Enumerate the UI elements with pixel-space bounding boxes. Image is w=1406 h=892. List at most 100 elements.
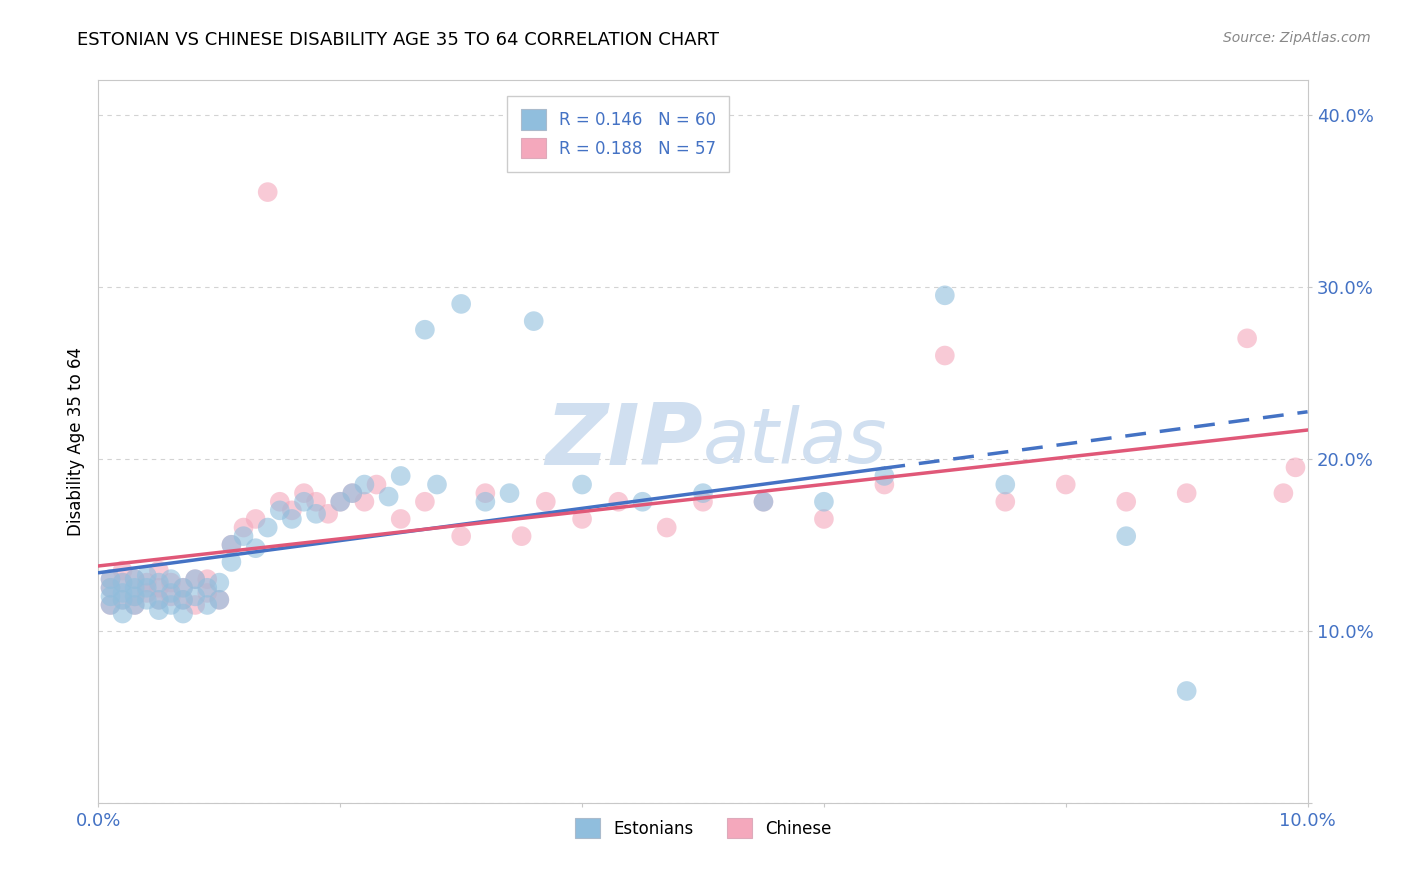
Point bbox=[124, 581, 146, 595]
Point bbox=[510, 529, 533, 543]
Point bbox=[934, 349, 956, 363]
Point bbox=[195, 581, 218, 595]
Point bbox=[292, 486, 315, 500]
Point bbox=[172, 607, 194, 621]
Point bbox=[1284, 460, 1306, 475]
Point bbox=[474, 494, 496, 508]
Point bbox=[474, 486, 496, 500]
Point bbox=[135, 586, 157, 600]
Point bbox=[208, 575, 231, 590]
Point bbox=[245, 541, 267, 556]
Point bbox=[232, 529, 254, 543]
Point bbox=[245, 512, 267, 526]
Point bbox=[1175, 684, 1198, 698]
Point bbox=[1272, 486, 1295, 500]
Point bbox=[813, 494, 835, 508]
Point bbox=[148, 564, 170, 578]
Point bbox=[195, 572, 218, 586]
Point bbox=[813, 512, 835, 526]
Point bbox=[353, 494, 375, 508]
Point bbox=[148, 575, 170, 590]
Point bbox=[342, 486, 364, 500]
Point bbox=[631, 494, 654, 508]
Text: ZIP: ZIP bbox=[546, 400, 703, 483]
Point bbox=[523, 314, 546, 328]
Point bbox=[195, 586, 218, 600]
Point bbox=[111, 564, 134, 578]
Point bbox=[184, 598, 207, 612]
Text: Source: ZipAtlas.com: Source: ZipAtlas.com bbox=[1223, 31, 1371, 45]
Y-axis label: Disability Age 35 to 64: Disability Age 35 to 64 bbox=[66, 347, 84, 536]
Point bbox=[160, 575, 183, 590]
Point bbox=[221, 555, 243, 569]
Point bbox=[100, 590, 122, 604]
Point bbox=[172, 581, 194, 595]
Point bbox=[221, 538, 243, 552]
Legend: Estonians, Chinese: Estonians, Chinese bbox=[568, 812, 838, 845]
Point bbox=[873, 477, 896, 491]
Point bbox=[100, 572, 122, 586]
Point bbox=[292, 494, 315, 508]
Text: atlas: atlas bbox=[703, 405, 887, 478]
Point bbox=[124, 590, 146, 604]
Point bbox=[221, 538, 243, 552]
Point bbox=[160, 572, 183, 586]
Point bbox=[172, 592, 194, 607]
Point bbox=[208, 592, 231, 607]
Point bbox=[994, 494, 1017, 508]
Point bbox=[450, 529, 472, 543]
Point bbox=[752, 494, 775, 508]
Point bbox=[534, 494, 557, 508]
Point bbox=[1115, 529, 1137, 543]
Point bbox=[413, 323, 436, 337]
Point bbox=[100, 572, 122, 586]
Point bbox=[269, 503, 291, 517]
Point bbox=[124, 572, 146, 586]
Point bbox=[413, 494, 436, 508]
Point bbox=[281, 512, 304, 526]
Point bbox=[1115, 494, 1137, 508]
Point bbox=[184, 590, 207, 604]
Point bbox=[111, 575, 134, 590]
Point bbox=[1175, 486, 1198, 500]
Point bbox=[256, 520, 278, 534]
Point bbox=[305, 507, 328, 521]
Point bbox=[232, 520, 254, 534]
Point bbox=[160, 590, 183, 604]
Point bbox=[172, 581, 194, 595]
Point bbox=[692, 486, 714, 500]
Point bbox=[342, 486, 364, 500]
Point bbox=[1236, 331, 1258, 345]
Point bbox=[873, 469, 896, 483]
Point bbox=[269, 494, 291, 508]
Point bbox=[353, 477, 375, 491]
Point bbox=[208, 592, 231, 607]
Point bbox=[426, 477, 449, 491]
Point bbox=[172, 592, 194, 607]
Point bbox=[124, 598, 146, 612]
Point bbox=[111, 592, 134, 607]
Text: ESTONIAN VS CHINESE DISABILITY AGE 35 TO 64 CORRELATION CHART: ESTONIAN VS CHINESE DISABILITY AGE 35 TO… bbox=[77, 31, 720, 49]
Point bbox=[148, 603, 170, 617]
Point bbox=[281, 503, 304, 517]
Point bbox=[135, 575, 157, 590]
Point bbox=[184, 572, 207, 586]
Point bbox=[100, 598, 122, 612]
Point bbox=[329, 494, 352, 508]
Point bbox=[124, 572, 146, 586]
Point bbox=[450, 297, 472, 311]
Point bbox=[329, 494, 352, 508]
Point bbox=[934, 288, 956, 302]
Point bbox=[305, 494, 328, 508]
Point bbox=[148, 581, 170, 595]
Point bbox=[256, 185, 278, 199]
Point bbox=[111, 586, 134, 600]
Point bbox=[100, 581, 122, 595]
Point bbox=[571, 512, 593, 526]
Point bbox=[498, 486, 520, 500]
Point bbox=[607, 494, 630, 508]
Point bbox=[100, 598, 122, 612]
Point bbox=[377, 490, 399, 504]
Point bbox=[994, 477, 1017, 491]
Point bbox=[389, 512, 412, 526]
